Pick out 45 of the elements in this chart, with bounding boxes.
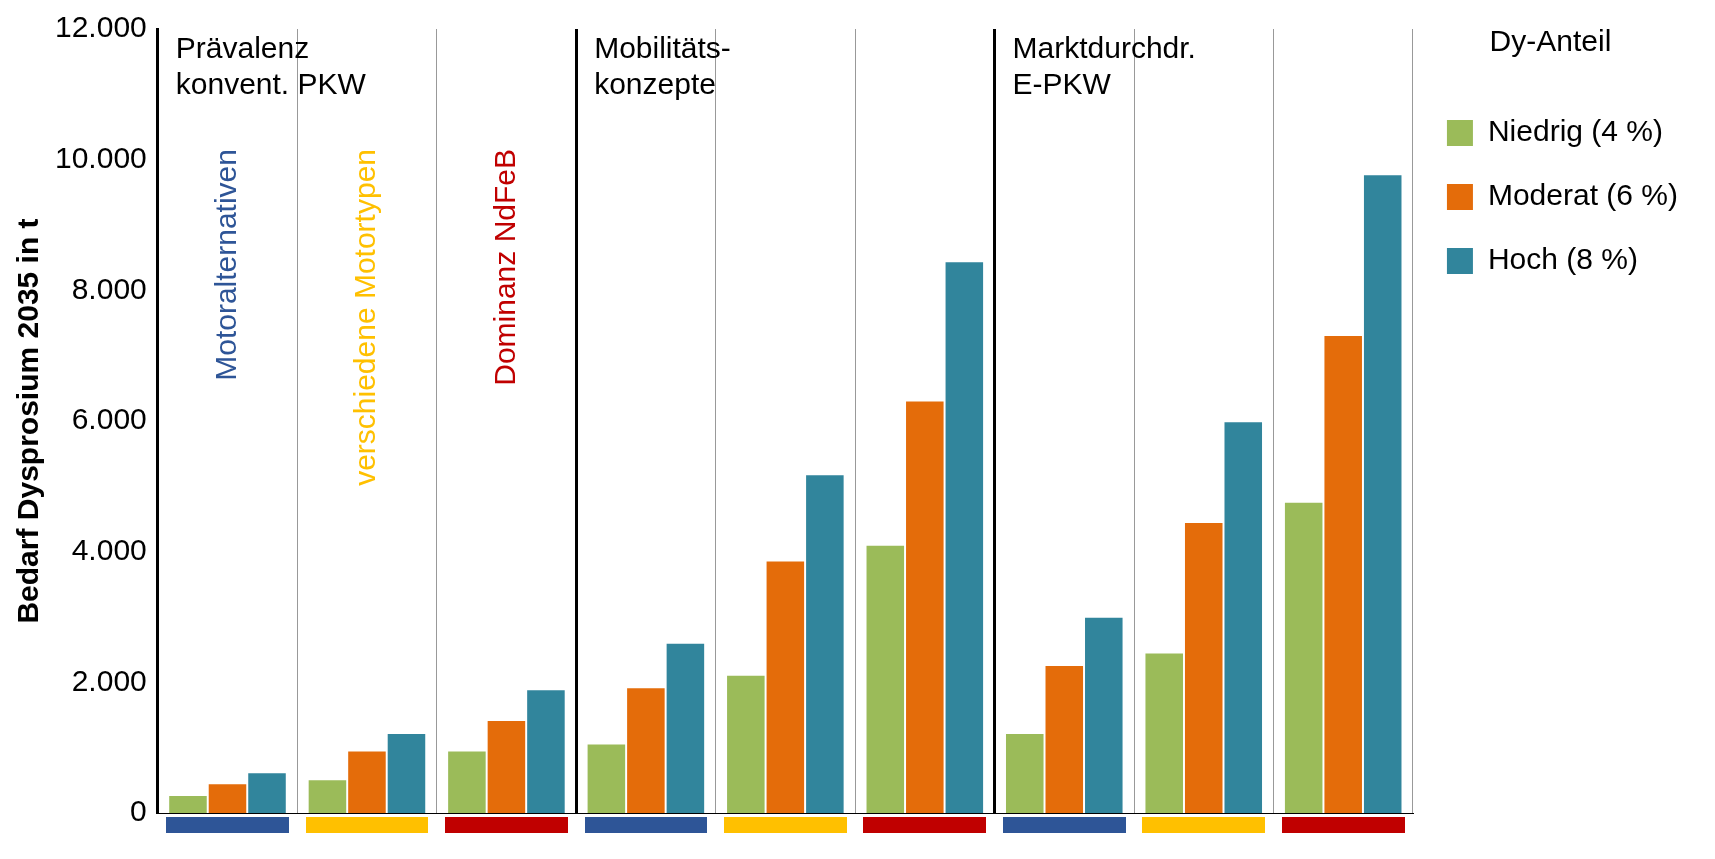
y-tick-label: 2.000 — [71, 663, 147, 697]
legend-label: Niedrig (4 %) — [1487, 114, 1663, 148]
bar — [1005, 733, 1044, 813]
bar — [627, 688, 665, 813]
legend-label: Moderat (6 %) — [1487, 178, 1679, 212]
bar — [1045, 666, 1084, 813]
bar — [348, 751, 386, 813]
annotation: Marktdurchdr. E-PKW — [1012, 31, 1196, 101]
y-tick-label: 4.000 — [71, 532, 147, 566]
bar — [169, 796, 207, 813]
y-tick-label: 12.000 — [54, 10, 147, 44]
annotation: Prävalenz konvent. PKW — [175, 31, 367, 101]
bar — [1324, 336, 1362, 813]
bar — [208, 784, 247, 813]
bar — [448, 751, 486, 813]
bar — [766, 561, 805, 813]
bar — [527, 690, 565, 813]
annotation: verschiedene Motortypen — [348, 149, 382, 486]
bar — [587, 744, 626, 813]
y-tick-label: 10.000 — [54, 140, 147, 174]
bar — [487, 720, 526, 813]
bar — [1284, 502, 1323, 813]
bar — [1363, 175, 1402, 813]
bar — [806, 475, 844, 813]
bar — [308, 780, 347, 813]
bar — [866, 545, 905, 813]
y-tick-label: 0 — [130, 794, 147, 828]
bar — [666, 643, 705, 813]
bar — [945, 262, 984, 813]
bar — [1184, 522, 1223, 813]
bar — [727, 675, 765, 813]
y-axis-title: Bedarf Dysprosium 2035 in t — [11, 218, 45, 624]
annotation: Dominanz NdFeB — [487, 149, 521, 386]
annotation: Motoralternativen — [208, 149, 242, 381]
annotation: Mobilitäts- konzepte — [594, 31, 731, 101]
bar — [248, 773, 286, 813]
bar — [387, 733, 426, 813]
bar — [1224, 422, 1263, 813]
y-tick-label: 6.000 — [71, 402, 147, 436]
legend-title: Dy-Anteil — [1489, 24, 1612, 58]
bar — [906, 401, 944, 813]
bar — [1085, 617, 1123, 813]
bar — [1145, 653, 1183, 813]
y-tick-label: 8.000 — [71, 271, 147, 305]
legend-label: Hoch (8 %) — [1487, 242, 1638, 276]
